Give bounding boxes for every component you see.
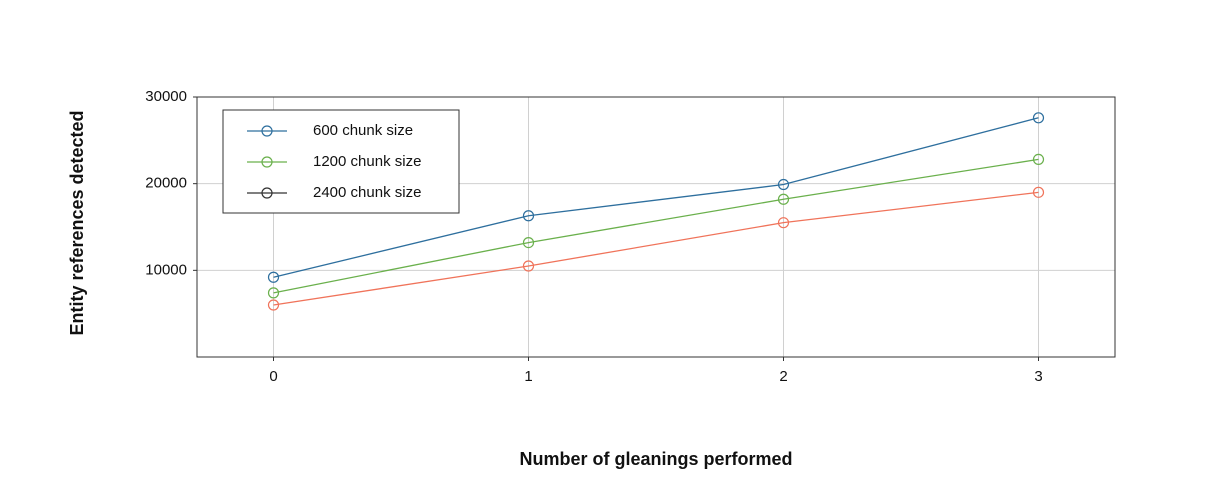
series-line (273, 191, 1039, 306)
point-marker (522, 260, 535, 272)
point-marker (267, 271, 280, 283)
x-tick-label: 2 (779, 368, 787, 385)
point-marker (267, 299, 280, 311)
point-marker (522, 210, 535, 222)
point-marker (267, 287, 280, 299)
legend-marker (261, 125, 273, 137)
point-marker (522, 237, 535, 249)
point-marker (1032, 112, 1045, 124)
series-line (273, 117, 1039, 278)
point-marker (1032, 153, 1045, 165)
legend-marker (261, 187, 273, 199)
legend-label: 600 chunk size (313, 122, 413, 139)
y-axis-title: Entity references detected (67, 110, 87, 335)
legend-marker (261, 156, 273, 168)
x-tick-label: 0 (269, 368, 277, 385)
y-tick-label: 20000 (145, 175, 187, 192)
point-marker (777, 178, 790, 191)
legend-label: 1200 chunk size (313, 153, 421, 170)
legend-label: 2400 chunk size (313, 184, 421, 201)
y-tick-label: 10000 (145, 261, 187, 278)
x-tick-label: 3 (1034, 368, 1042, 385)
point-marker (777, 217, 790, 229)
series-line (273, 158, 1039, 294)
point-marker (1032, 186, 1045, 198)
plot-frame (196, 96, 1116, 358)
point-marker (777, 193, 790, 205)
x-axis-title: Number of gleanings performed (519, 449, 792, 469)
x-tick-label: 1 (524, 368, 532, 385)
y-tick-label: 30000 (145, 88, 187, 105)
